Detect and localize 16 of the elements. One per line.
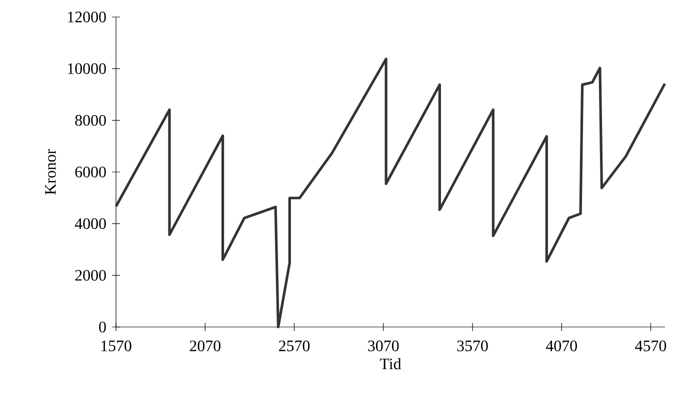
y-tick-label: 4000 bbox=[74, 218, 106, 230]
x-tick-label: 3570 bbox=[457, 340, 488, 352]
x-tick-label: 4570 bbox=[635, 340, 666, 352]
y-axis-title: Kronor bbox=[45, 149, 56, 195]
x-tick-label: 3070 bbox=[368, 340, 399, 352]
x-tick-label: 2570 bbox=[279, 340, 310, 352]
x-tick-label: 4070 bbox=[546, 340, 577, 352]
y-tick-label: 2000 bbox=[75, 270, 106, 281]
y-tick-label: 8000 bbox=[75, 114, 106, 126]
x-tick-label: 2070 bbox=[190, 340, 220, 352]
y-tick-label: 6000 bbox=[75, 166, 106, 178]
y-tick-label: 10000 bbox=[68, 63, 106, 74]
x-axis-title: Tid bbox=[380, 358, 402, 370]
y-tick-label: 0 bbox=[99, 322, 106, 332]
x-tick-label: 1570 bbox=[101, 340, 132, 352]
y-tick-label: 12000 bbox=[68, 12, 106, 22]
